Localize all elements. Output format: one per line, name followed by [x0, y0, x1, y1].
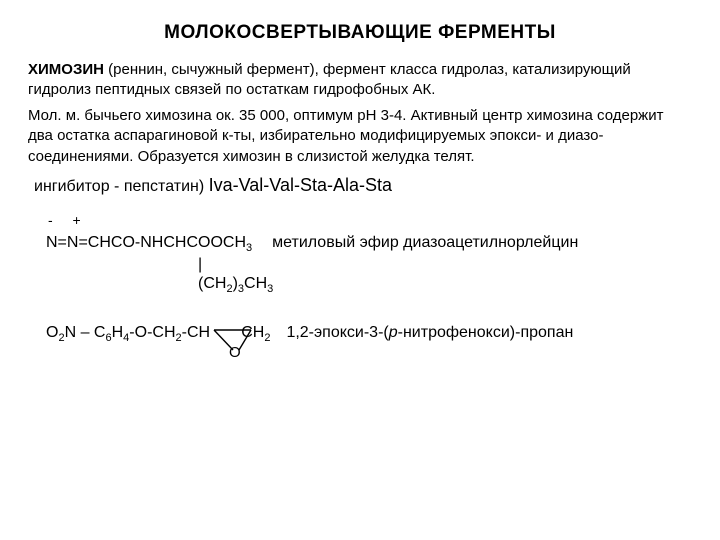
svg-text:O: O: [229, 344, 241, 358]
chymosin-term: ХИМОЗИН: [28, 61, 104, 78]
formula-1-line: N=N=CHCO-NHCHCOOCH3 метиловый эфир диазо…: [46, 232, 692, 256]
slide-title: МОЛОКОСВЕРТЫВАЮЩИЕ ФЕРМЕНТЫ: [28, 20, 692, 46]
inhibitor-line: ингибитор - пепстатин) Iva-Val-Val-Sta-A…: [34, 173, 692, 198]
formula-1-main: N=N=CHCO-NHCHCOOCH3: [46, 232, 252, 256]
charge-signs: - +: [48, 211, 692, 230]
formula-2-block: O2N – C6H4-O-CH2-CH CH2 O 1,2-эпокси-3-(…: [46, 322, 692, 346]
formula-1-label: метиловый эфир диазоацетилнорлейцин: [272, 232, 578, 254]
inhibitor-sequence: Iva-Val-Val-Sta-Ala-Sta: [209, 175, 392, 195]
formula-1-sidechain: |(CH2)3CH3: [198, 256, 692, 295]
formula-2-label: 1,2-эпокси-3-(р-нитрофенокси)-пропан: [286, 322, 573, 344]
formula-2-label-b: -нитрофенокси)-пропан: [398, 324, 574, 341]
paragraph-2: Мол. м. бычьего химозина ок. 35 000, опт…: [28, 106, 692, 167]
paragraph-1: ХИМОЗИН (реннин, сычужный фермент), ферм…: [28, 60, 692, 101]
formula-2-structure: O2N – C6H4-O-CH2-CH CH2 O: [46, 322, 270, 346]
para1-rest: (реннин, сычужный фермент), фермент клас…: [28, 61, 631, 98]
formula-2-label-italic: р: [389, 324, 398, 341]
formula-2-label-a: 1,2-эпокси-3-(: [286, 324, 388, 341]
inhibitor-prefix: ингибитор - пепстатин): [34, 178, 209, 195]
formula-1-block: - + N=N=CHCO-NHCHCOOCH3 метиловый эфир д…: [46, 211, 692, 295]
epoxide-ring-icon: O: [209, 324, 269, 358]
